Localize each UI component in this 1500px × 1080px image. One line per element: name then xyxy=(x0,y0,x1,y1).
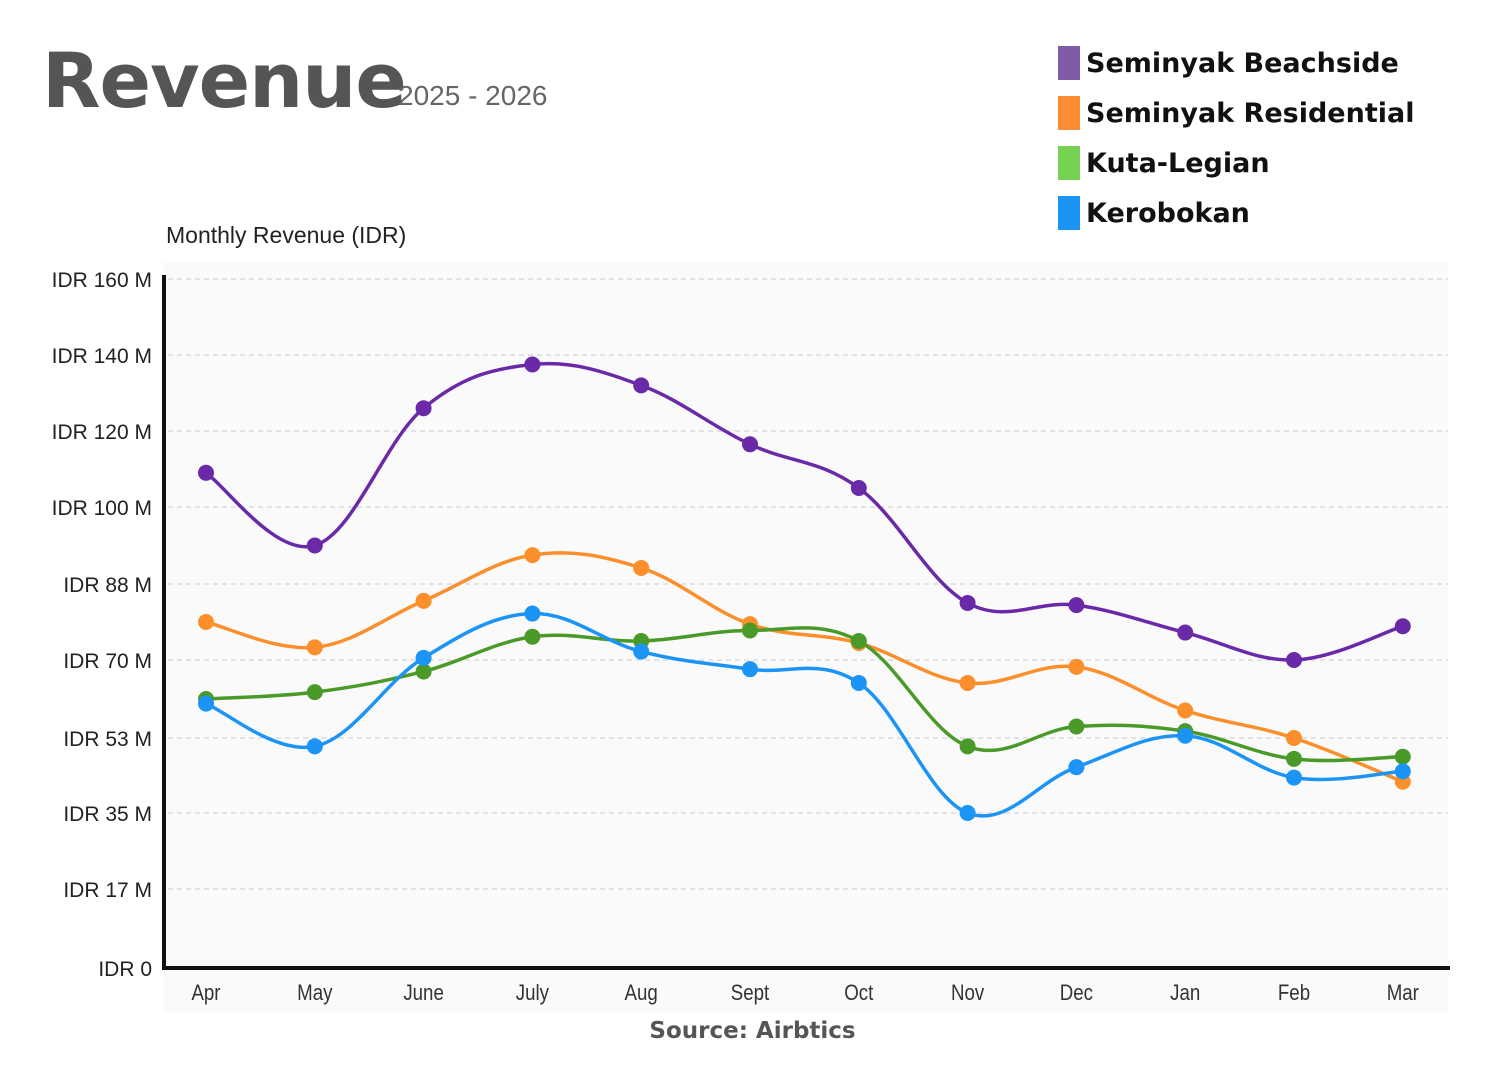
x-tick-label: Sept xyxy=(731,982,770,1006)
data-point xyxy=(415,663,432,680)
data-point xyxy=(306,537,323,554)
data-point xyxy=(1068,759,1085,776)
y-tick-label: IDR 0 xyxy=(98,958,152,981)
legend-label: Kerobokan xyxy=(1086,197,1250,229)
x-tick-label: Mar xyxy=(1387,982,1419,1006)
y-tick-label: IDR 70 M xyxy=(63,650,152,673)
series-group xyxy=(198,356,1411,821)
data-point xyxy=(1286,730,1302,746)
data-point xyxy=(633,377,650,394)
legend-swatch xyxy=(1058,46,1080,80)
data-point xyxy=(850,633,867,649)
plot-background xyxy=(164,262,1448,1012)
legend-item-seminyak-residential: Seminyak Residential xyxy=(1058,88,1414,138)
series-seminyak-beachside xyxy=(198,356,1411,668)
x-tick-labels: Apr May June July Aug Sept Oct Nov Dec Jan Feb Mar xyxy=(191,982,1419,1006)
data-point xyxy=(415,649,432,666)
y-tick-labels: IDR 0 IDR 17 M IDR 35 M IDR 53 M IDR 70 M IDR… xyxy=(52,269,152,981)
legend-swatch xyxy=(1058,196,1080,230)
legend-label: Seminyak Residential xyxy=(1086,97,1415,129)
legend-label: Kuta-Legian xyxy=(1086,147,1270,179)
data-point xyxy=(415,400,432,417)
series-line xyxy=(204,551,1405,784)
series-seminyak-residential xyxy=(198,547,1411,790)
x-tick-label: June xyxy=(403,982,444,1006)
data-point xyxy=(742,622,758,639)
chart-subtitle: 2025 - 2026 xyxy=(398,80,548,111)
data-point xyxy=(959,738,976,755)
legend-swatch xyxy=(1058,146,1080,180)
gridlines xyxy=(168,278,1448,890)
y-tick-label: IDR 160 M xyxy=(52,269,152,292)
data-point xyxy=(1394,763,1411,780)
data-point xyxy=(198,614,214,630)
data-point xyxy=(306,639,323,656)
data-point xyxy=(198,464,214,481)
data-point xyxy=(633,643,650,660)
y-tick-label: IDR 100 M xyxy=(52,497,152,520)
chart-title: Revenue xyxy=(42,36,407,125)
y-tick-label: IDR 53 M xyxy=(63,728,152,751)
data-point xyxy=(198,695,214,712)
x-tick-label: Oct xyxy=(844,982,873,1006)
y-tick-label: IDR 88 M xyxy=(63,574,152,597)
data-point xyxy=(742,661,758,678)
data-point xyxy=(1286,750,1302,767)
data-point xyxy=(1177,702,1194,719)
x-tick-label: Nov xyxy=(951,982,985,1006)
y-tick-label: IDR 17 M xyxy=(63,879,152,902)
data-point xyxy=(524,547,541,564)
x-tick-label: May xyxy=(297,982,333,1006)
x-tick-label: Jan xyxy=(1170,982,1200,1006)
data-point xyxy=(306,738,323,755)
x-tick-label: Feb xyxy=(1278,982,1310,1006)
x-tick-label: Apr xyxy=(191,982,220,1006)
x-tick-label: Dec xyxy=(1060,982,1093,1006)
series-kerobokan xyxy=(198,605,1411,821)
data-point xyxy=(959,805,976,821)
data-point xyxy=(850,674,867,691)
data-point xyxy=(524,605,541,622)
data-point xyxy=(959,674,976,691)
y-tick-label: IDR 140 M xyxy=(52,345,152,368)
legend-item-kerobokan: Kerobokan xyxy=(1058,188,1414,238)
data-point xyxy=(850,480,867,496)
data-point xyxy=(524,356,541,373)
data-point xyxy=(1394,618,1411,635)
data-point xyxy=(742,436,758,453)
y-tick-label: IDR 35 M xyxy=(63,803,152,826)
data-point xyxy=(959,595,976,611)
legend-label: Seminyak Beachside xyxy=(1086,47,1399,79)
data-point xyxy=(306,684,323,701)
x-tick-label: Aug xyxy=(625,982,658,1006)
legend: Seminyak Beachside Seminyak Residential … xyxy=(1058,38,1414,238)
data-point xyxy=(1177,624,1194,641)
data-point xyxy=(524,628,541,645)
data-point xyxy=(1068,597,1085,614)
data-point xyxy=(1068,718,1085,735)
legend-swatch xyxy=(1058,96,1080,130)
data-point xyxy=(633,559,650,576)
source-note: Source: Airbtics xyxy=(649,1018,856,1044)
y-tick-label: IDR 120 M xyxy=(52,421,152,444)
legend-item-seminyak-beachside: Seminyak Beachside xyxy=(1058,38,1414,88)
data-point xyxy=(1394,748,1411,765)
data-point xyxy=(1177,727,1194,744)
data-point xyxy=(415,592,432,609)
data-point xyxy=(1286,652,1302,668)
x-tick-label: July xyxy=(516,982,550,1006)
legend-item-kuta-legian: Kuta-Legian xyxy=(1058,138,1414,188)
data-point xyxy=(1286,769,1302,786)
y-axis-title: Monthly Revenue (IDR) xyxy=(166,222,407,248)
data-point xyxy=(1068,658,1085,675)
